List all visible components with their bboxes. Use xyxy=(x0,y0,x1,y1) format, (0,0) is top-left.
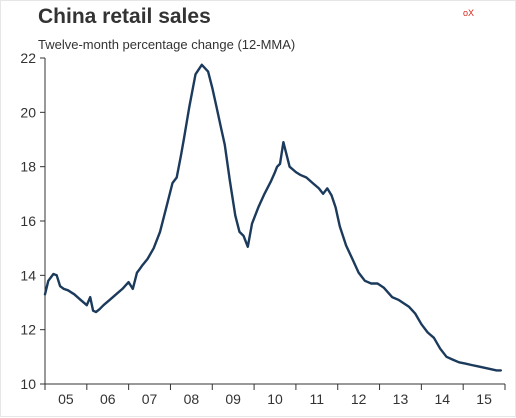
x-tick-label: 12 xyxy=(351,391,367,407)
x-tick-label: 10 xyxy=(267,391,283,407)
y-tick-label: 20 xyxy=(20,104,36,120)
x-tick-label: 07 xyxy=(142,391,158,407)
x-tick-label: 13 xyxy=(393,391,409,407)
x-tick-label: 06 xyxy=(100,391,116,407)
x-tick-label: 14 xyxy=(434,391,450,407)
x-tick-label: 11 xyxy=(310,391,325,407)
x-tick-label: 09 xyxy=(225,391,241,407)
y-tick-label: 10 xyxy=(20,376,36,392)
chart-subtitle: Twelve-month percentage change (12-MMA) xyxy=(38,37,296,52)
y-tick-label: 16 xyxy=(20,213,36,229)
y-tick-label: 14 xyxy=(20,267,36,283)
y-tick-label: 18 xyxy=(20,159,36,175)
chart-title: China retail sales xyxy=(38,5,211,28)
x-tick-label: 15 xyxy=(476,391,492,407)
x-tick-label: 05 xyxy=(58,391,74,407)
series-line xyxy=(43,63,502,372)
corner-mark: oX xyxy=(463,8,475,18)
x-tick-label: 08 xyxy=(184,391,200,407)
y-tick-label: 12 xyxy=(20,322,36,338)
y-tick-label: 22 xyxy=(20,50,36,66)
